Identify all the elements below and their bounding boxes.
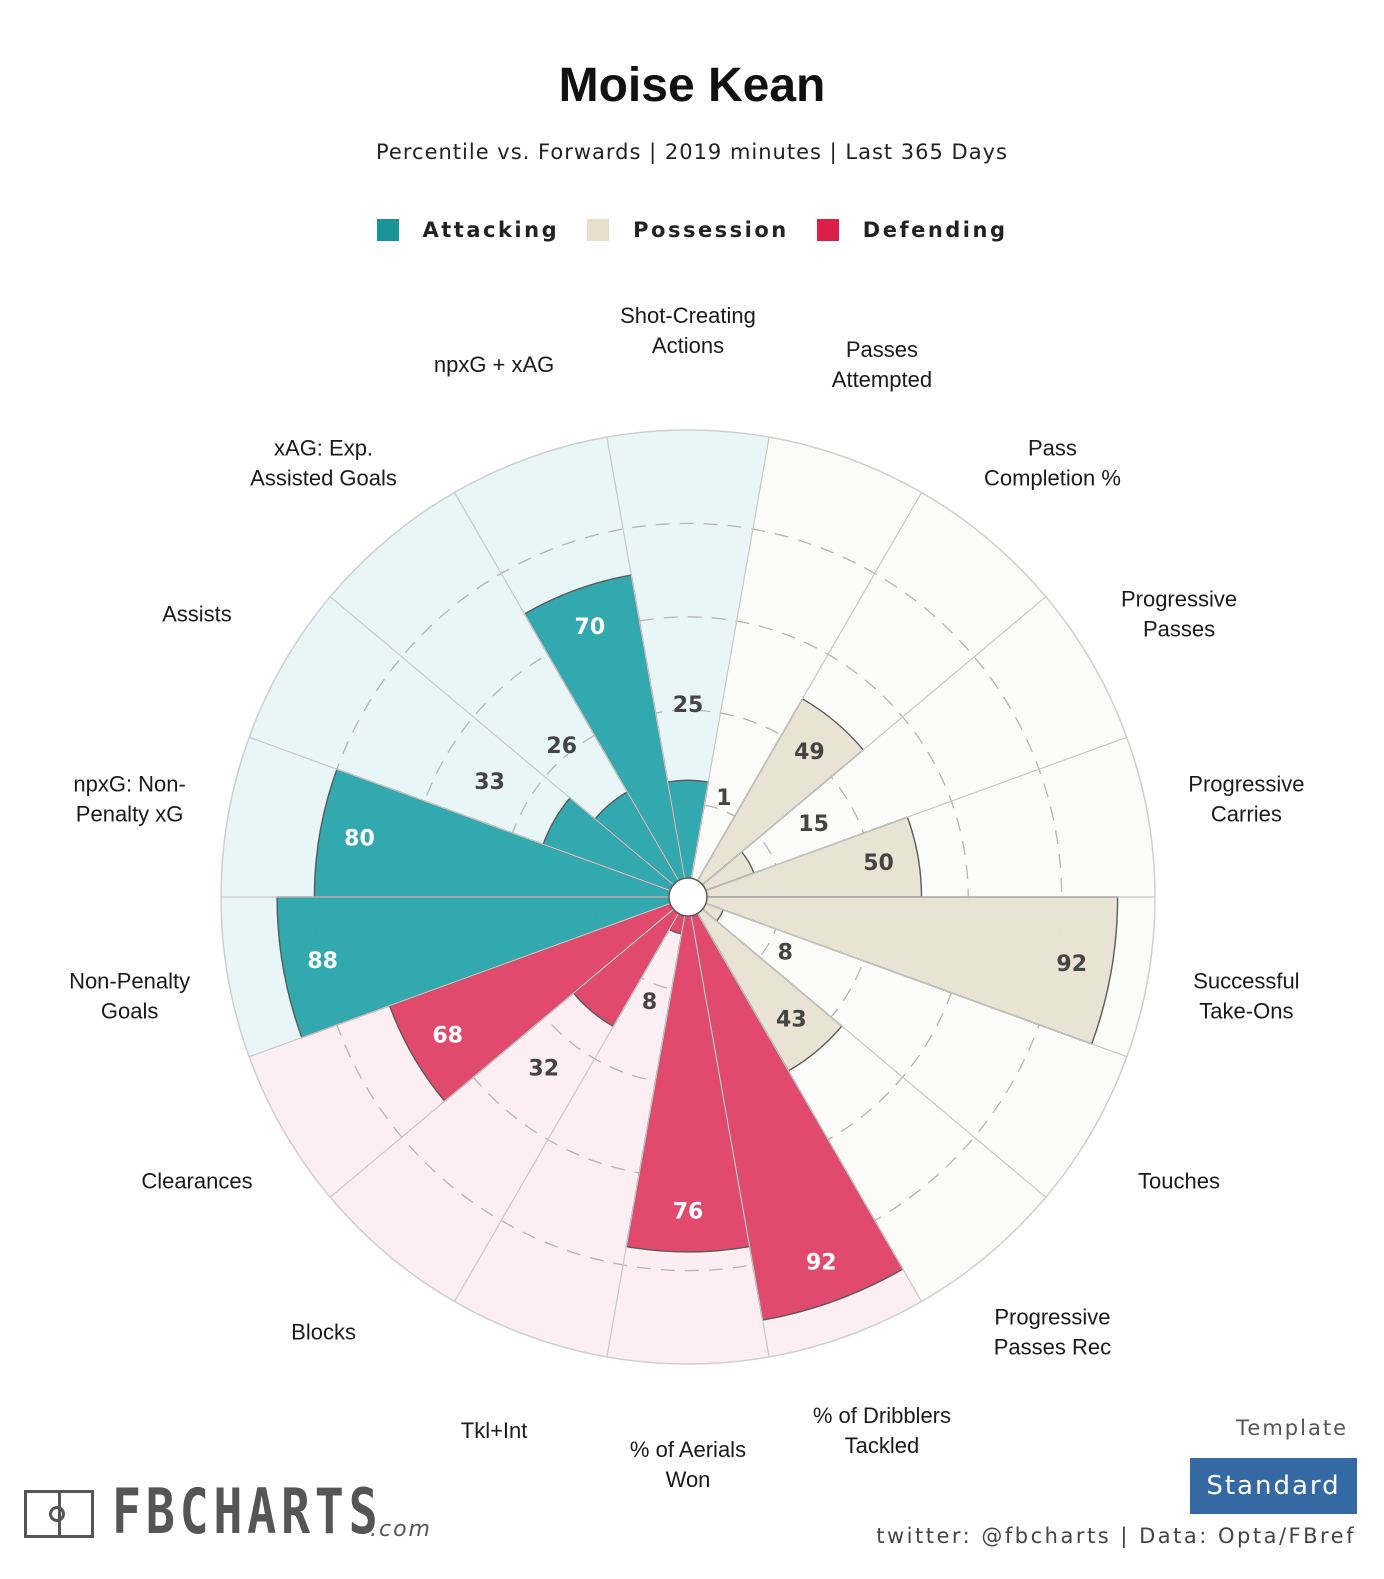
- category-label-xag-exp-assisted-goals: xAG: Exp. Assisted Goals: [250, 435, 397, 490]
- spoke: [453, 492, 689, 898]
- sector-bg-xag-exp-assisted-goals: [330, 492, 688, 897]
- bar-non-penalty-goals: [276, 896, 689, 1039]
- sector-bg-touches: [688, 897, 1127, 1198]
- spoke: [329, 896, 689, 1198]
- sector-bg-shot-creating-actions: [606, 430, 770, 897]
- value-label-assists: 33: [474, 770, 505, 795]
- value-label-successful-take-ons: 92: [1056, 952, 1087, 977]
- category-label-pass-completion: Pass Completion %: [984, 435, 1121, 490]
- category-label-npxg-xag: npxG + xAG: [434, 352, 554, 377]
- bar-npxg-non-penalty-xg: [313, 768, 689, 898]
- value-label-progressive-passes: 15: [798, 812, 829, 837]
- value-label-non-penalty-goals: 88: [307, 949, 338, 974]
- legend-label-defending: Defending: [862, 218, 1008, 242]
- value-label-blocks: 32: [528, 1056, 559, 1081]
- category-label-shot-creating-actions: Shot-Creating Actions: [620, 303, 756, 358]
- legend: Attacking Possession Defending: [0, 218, 1384, 242]
- value-label-passes-attempted: 1: [716, 786, 731, 811]
- value-label-pass-completion: 49: [794, 740, 825, 765]
- legend-swatch-possession: [587, 219, 610, 241]
- legend-item-defending: Defending: [816, 218, 1008, 242]
- template-badge: Standard: [1190, 1458, 1357, 1514]
- category-label-blocks: Blocks: [291, 1319, 356, 1344]
- spoke: [248, 896, 689, 1058]
- category-label-passes-attempted: Passes Attempted: [832, 337, 932, 392]
- category-labels: Shot-Creating Actions Passes Attempted Pass C…: [69, 303, 1304, 1492]
- spoke: [687, 896, 923, 1302]
- template-label: Template: [1236, 1416, 1348, 1440]
- value-label-progressive-carries: 50: [863, 851, 894, 876]
- category-label-clearances: Clearances: [141, 1168, 252, 1193]
- spoke: [606, 896, 689, 1358]
- value-label-npxg-xag: 70: [575, 615, 606, 640]
- logo-suffix: .com: [370, 1517, 432, 1542]
- legend-label-attacking: Attacking: [422, 218, 560, 242]
- value-label-clearances: 68: [432, 1023, 463, 1048]
- value-label-touches: 8: [778, 941, 793, 966]
- center-hole: [668, 877, 708, 917]
- spoke: [687, 736, 1128, 898]
- legend-swatch-defending: [816, 219, 839, 241]
- value-labels: 25 1 49 15 50 92 8 43 92 76 8 32 68 88 80 33 26 70: [307, 615, 1087, 1276]
- value-label-shot-creating-actions: 25: [673, 693, 704, 718]
- legend-item-attacking: Attacking: [376, 218, 560, 242]
- sector-bg-tkl-int: [454, 897, 688, 1357]
- spoke: [248, 736, 689, 898]
- spoke: [687, 436, 770, 898]
- category-label-progressive-passes: Progressive Passes: [1121, 586, 1237, 641]
- sector-bg-progressive-passes: [688, 596, 1127, 897]
- category-label-touches: Touches: [1138, 1168, 1220, 1193]
- category-label-of-dribblers-tackled: % of Dribblers Tackled: [813, 1402, 951, 1457]
- value-label-npxg-non-penalty-xg: 80: [344, 827, 375, 852]
- category-label-assists: Assists: [162, 601, 232, 626]
- chart-subtitle: Percentile vs. Forwards | 2019 minutes |…: [376, 140, 1008, 164]
- value-label-of-dribblers-tackled: 92: [806, 1251, 837, 1276]
- bar-successful-take-ons: [687, 896, 1119, 1045]
- bars: [276, 574, 1119, 1321]
- category-label-progressive-passes-rec: Progressive Passes Rec: [994, 1304, 1111, 1359]
- spoke: [329, 596, 689, 898]
- spoke: [606, 436, 689, 898]
- value-label-of-aerials-won: 76: [673, 1199, 704, 1224]
- spoke: [687, 896, 1128, 1058]
- legend-label-possession: Possession: [633, 218, 789, 242]
- spoke: [687, 896, 1047, 1198]
- footer-credits: twitter: @fbcharts | Data: Opta/FBref: [876, 1524, 1356, 1548]
- category-label-non-penalty-goals: Non-Penalty Goals: [69, 968, 190, 1023]
- spoke: [687, 596, 1047, 898]
- category-label-npxg-non-penalty-xg: npxG: Non-Penalty xG: [73, 771, 186, 826]
- legend-item-possession: Possession: [587, 218, 789, 242]
- value-label-xag-exp-assisted-goals: 26: [546, 734, 577, 759]
- category-label-of-aerials-won: % of Aerials Won: [630, 1437, 746, 1492]
- center-circle: [668, 877, 708, 917]
- spoke: [687, 896, 770, 1358]
- spokes: [221, 436, 1155, 1358]
- value-label-progressive-passes-rec: 43: [776, 1008, 807, 1033]
- chart-title: Moise Kean: [558, 59, 826, 112]
- legend-swatch-attacking: [376, 219, 399, 241]
- pitch-icon: [24, 1490, 94, 1538]
- category-label-tkl-int: Tkl+Int: [461, 1417, 528, 1442]
- category-label-progressive-carries: Progressive Carries: [1188, 771, 1304, 826]
- fbcharts-logo: FBCHARTS: [24, 1475, 459, 1548]
- value-label-tkl-int: 8: [642, 990, 657, 1015]
- sector-bg-passes-attempted: [688, 437, 922, 897]
- spoke: [687, 492, 923, 898]
- spoke: [453, 896, 689, 1302]
- bar-of-dribblers-tackled: [687, 896, 904, 1321]
- logo-text: FBCHARTS: [112, 1475, 383, 1548]
- category-label-successful-take-ons: Successful Take-Ons: [1193, 968, 1299, 1023]
